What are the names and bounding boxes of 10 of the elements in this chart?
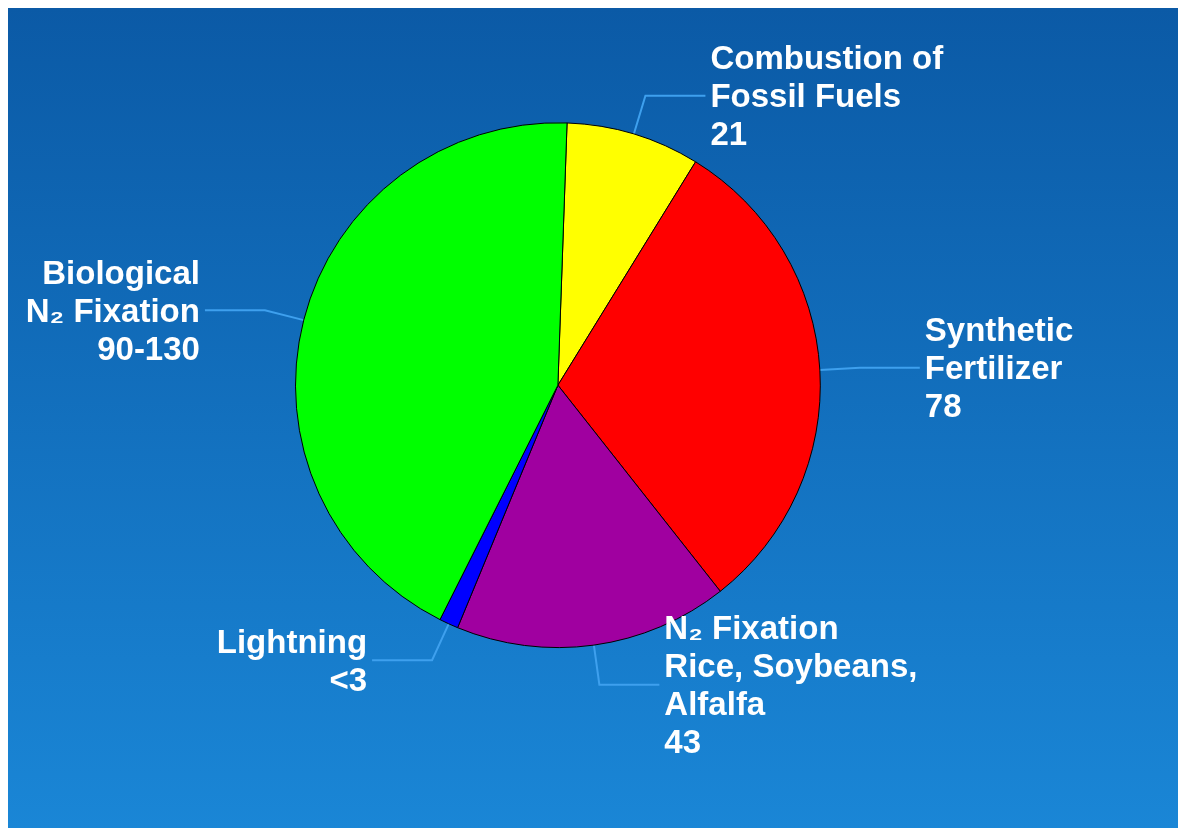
data-label: 21 — [710, 115, 748, 153]
slice-label: N₂ Fixation Rice, Soybeans, Alfalfa — [664, 609, 918, 723]
data-label: 78 — [924, 387, 962, 425]
slice-label: Synthetic Fertilizer — [924, 311, 1074, 387]
data-label: 43 — [664, 723, 702, 761]
data-label: <3 — [329, 660, 368, 698]
slice-label: Lightning — [216, 622, 368, 660]
slice-label: Biological N₂ Fixation — [25, 253, 200, 329]
slice-label: Combustion of Fossil Fuels — [710, 39, 945, 115]
data-label: 90-130 — [97, 329, 200, 367]
